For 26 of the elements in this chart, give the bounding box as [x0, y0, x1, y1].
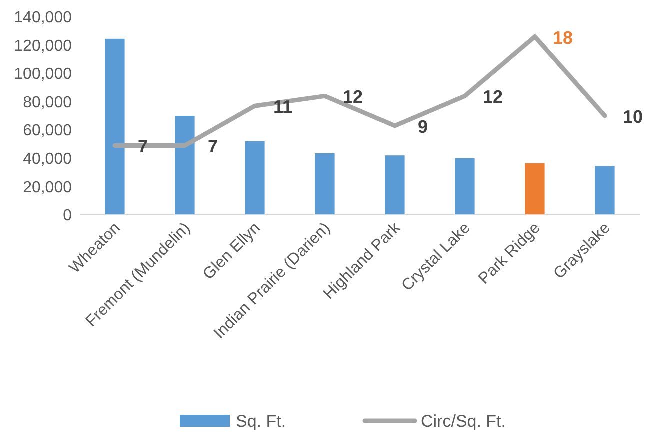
data-label: 11: [273, 97, 293, 118]
bar: [525, 163, 545, 215]
bar: [105, 38, 125, 215]
bar: [595, 166, 615, 215]
data-label: 12: [482, 87, 504, 108]
y-tick-label: 20,000: [23, 179, 72, 196]
data-label: 12: [342, 87, 364, 108]
y-tick-label: 80,000: [23, 94, 72, 112]
bar: [455, 158, 475, 215]
legend-label: Sq. Ft.: [236, 412, 286, 431]
bar: [385, 156, 405, 215]
data-label: 18: [552, 28, 574, 48]
y-tick-label: 0: [63, 208, 72, 225]
data-label: 7: [138, 136, 148, 157]
y-tick-label: 40,000: [23, 151, 72, 168]
bar: [315, 153, 335, 215]
y-tick-label: 120,000: [14, 38, 72, 55]
y-tick-label: 100,000: [14, 66, 72, 84]
data-label: 7: [208, 136, 218, 157]
data-label: 10: [622, 107, 644, 127]
y-tick-label: 60,000: [23, 122, 72, 140]
bar: [175, 116, 195, 215]
legend-label: Circ/Sq. Ft.: [421, 412, 506, 431]
y-tick-label: 140,000: [14, 10, 72, 27]
bar: [245, 141, 265, 215]
data-label: 9: [418, 116, 428, 137]
